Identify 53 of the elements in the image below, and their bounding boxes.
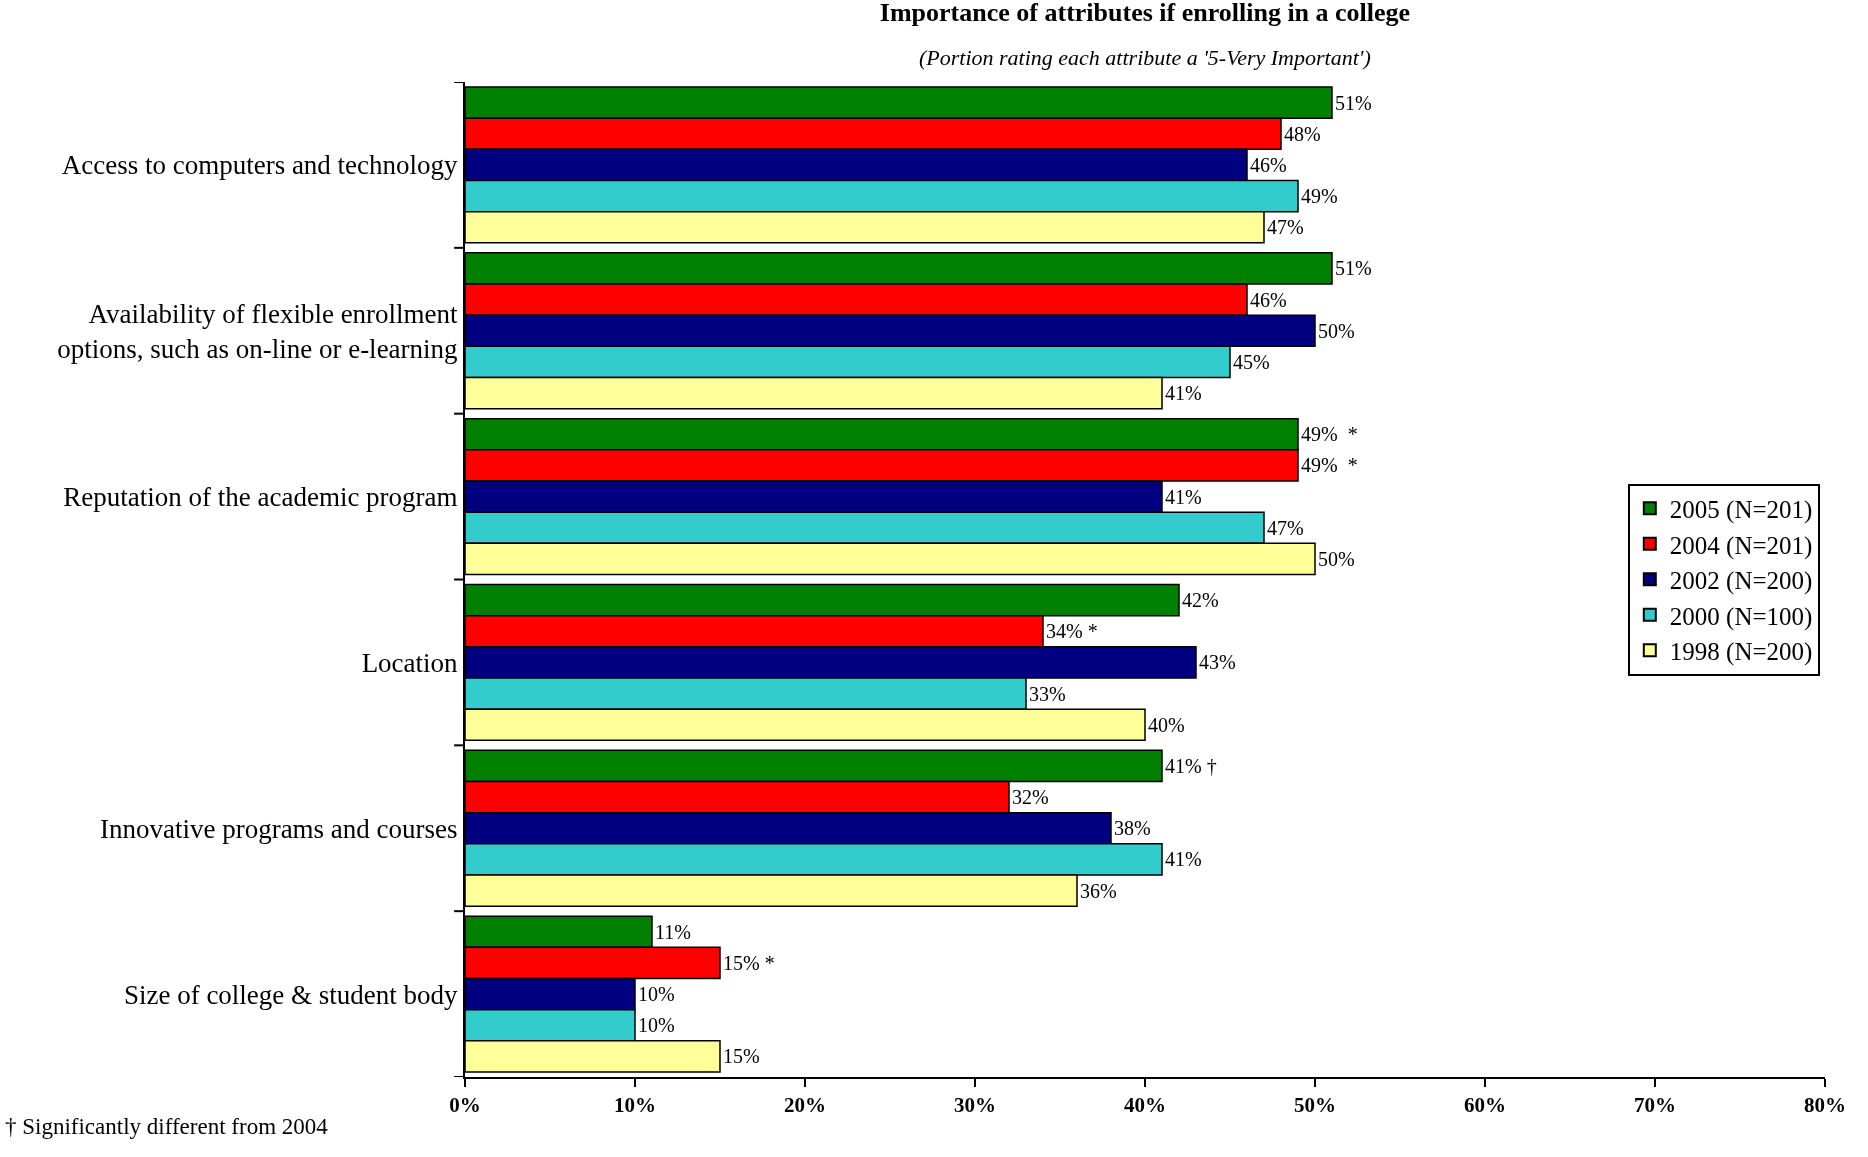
x-tick-label: 50% — [1294, 1093, 1336, 1118]
data-label: 33% — [1029, 682, 1066, 705]
chart-subtitle: (Portion rating each attribute a '5-Very Important') — [919, 45, 1371, 70]
data-label: 51% — [1335, 91, 1372, 114]
x-tick-label: 0% — [449, 1093, 481, 1118]
data-label: 34% * — [1046, 620, 1098, 643]
data-label: 41% — [1165, 848, 1202, 871]
data-label: 46% — [1250, 153, 1287, 176]
x-tick-label: 80% — [1804, 1093, 1846, 1118]
data-label: 51% — [1335, 257, 1372, 280]
y-tick-label: Reputation of the academic program — [63, 482, 458, 513]
data-label: 45% — [1233, 350, 1270, 373]
x-tick-label: 20% — [784, 1093, 826, 1118]
data-label: 47% — [1267, 216, 1304, 239]
data-label: 15% * — [723, 951, 775, 974]
y-tick-label: Access to computers and technology — [61, 150, 459, 181]
data-label: 41% — [1165, 485, 1202, 508]
data-label: 38% — [1114, 817, 1151, 840]
data-label: 49% * — [1301, 423, 1358, 446]
legend-label: 2005 (N=201) — [1669, 496, 1813, 524]
data-label: 42% — [1182, 589, 1219, 612]
y-tick-label: Location — [361, 647, 459, 678]
data-label: 49% — [1301, 185, 1338, 208]
x-tick-label: 30% — [954, 1093, 996, 1118]
data-label: 41% † — [1165, 754, 1217, 777]
x-tick-label: 70% — [1634, 1093, 1676, 1118]
data-label: 49% * — [1301, 454, 1358, 477]
data-label: 10% — [638, 983, 675, 1006]
data-label: 10% — [638, 1014, 675, 1037]
legend-label: 2004 (N=201) — [1669, 531, 1813, 560]
data-label: 11% — [655, 920, 691, 943]
data-label: 32% — [1012, 786, 1049, 809]
data-label: 15% — [723, 1045, 760, 1068]
data-label: 40% — [1148, 713, 1185, 736]
data-label: 50% — [1318, 547, 1355, 570]
chart-title: Importance of attributes if enrolling in a college — [879, 0, 1411, 27]
data-label: 36% — [1080, 879, 1117, 902]
data-label: 47% — [1267, 516, 1304, 539]
data-label: 48% — [1284, 122, 1321, 145]
x-tick-label: 60% — [1464, 1093, 1506, 1118]
y-tick-label: Size of college & student body — [123, 979, 459, 1010]
data-label: 50% — [1318, 319, 1355, 342]
data-label: 46% — [1250, 288, 1287, 311]
text: † Significantly different from 2004 — [5, 1114, 329, 1139]
legend-label: 1998 (N=200) — [1669, 638, 1813, 666]
legend-label: 2000 (N=100) — [1669, 602, 1813, 631]
data-label: 41% — [1165, 382, 1202, 405]
x-tick-label: 40% — [1124, 1093, 1166, 1118]
data-label: 43% — [1199, 651, 1236, 674]
y-tick-label: Innovative programs and courses — [99, 813, 458, 844]
y-tick-label: Availability of flexible enrollment options, such as on-line or e-learning — [57, 298, 459, 364]
legend-label: 2002 (N=200) — [1669, 567, 1813, 595]
x-tick-label: 10% — [614, 1093, 656, 1118]
